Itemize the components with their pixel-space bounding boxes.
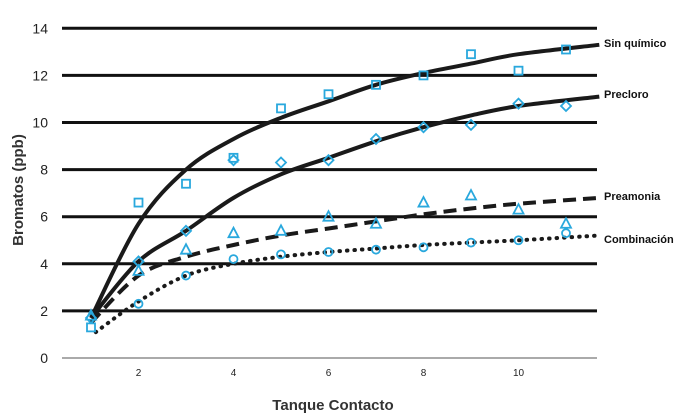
data-point-sin-quimico [513,65,524,76]
data-point-sin-quimico [466,49,476,60]
series-label-combinacion: Combinación [604,234,674,246]
y-tick-label: 6 [40,209,48,225]
y-tick-label: 14 [32,20,48,36]
data-point-precloro [322,153,335,167]
x-tick-label: 10 [513,368,525,379]
data-point-preamonia [417,195,430,208]
data-point-sin-quimico [276,103,286,114]
y-tick-label: 10 [32,115,48,131]
series-label-precloro: Precloro [604,89,649,101]
data-point-precloro [559,99,573,113]
x-tick-label: 6 [326,368,332,379]
data-point-precloro [179,224,193,238]
data-point-combinacion [466,237,476,248]
fit-curve-combinacion [93,233,602,335]
data-point-sin-quimico [561,44,571,55]
data-point-preamonia [464,188,478,201]
fit-curve-sin-quimico [89,42,600,319]
data-point-preamonia [369,216,383,229]
series-label-sin-quimico: Sin químico [604,38,667,50]
x-tick-label: 4 [231,368,237,379]
series-label-preamonia: Preamonia [604,191,661,203]
data-point-combinacion [228,254,239,264]
data-point-sin-quimico [133,197,144,208]
data-point-sin-quimico [418,70,429,81]
y-axis-title: Bromatos (ppb) [10,134,27,246]
y-tick-label: 0 [40,350,48,366]
data-point-precloro [369,132,383,146]
data-points [84,44,573,333]
fit-curves [89,42,602,335]
fit-curve-precloro [89,94,600,320]
x-tick-label: 8 [421,368,427,379]
gridlines [62,26,597,359]
data-point-combinacion [371,244,381,255]
data-point-preamonia [559,216,573,229]
data-point-precloro [274,156,288,169]
data-point-combinacion [561,228,571,239]
tick-labels: 0 2 4 6 8 10 12 14 2 4 6 8 10 [32,20,524,379]
data-point-preamonia [274,223,288,236]
fit-curve-preamonia [89,195,600,325]
y-tick-label: 4 [40,256,48,272]
y-tick-label: 8 [40,162,48,178]
data-point-sin-quimico [181,178,191,189]
data-point-precloro [464,118,478,132]
data-point-precloro [227,153,240,167]
data-point-preamonia [227,225,240,239]
data-point-preamonia [322,209,335,222]
data-point-preamonia [84,308,98,321]
data-point-combinacion [513,235,524,246]
y-tick-label: 2 [40,303,48,319]
y-tick-label: 12 [32,67,48,83]
data-point-combinacion [133,298,144,309]
x-tick-label: 2 [136,368,142,379]
data-point-preamonia [132,263,145,276]
data-point-sin-quimico [323,89,334,100]
data-point-precloro [417,120,430,134]
data-point-precloro [512,97,525,110]
x-axis-title: Tanque Contacto [272,397,393,413]
data-point-sin-quimico [371,79,381,90]
data-point-combinacion [181,270,191,281]
series-labels: Sin químico Precloro Preamonia Combinación [604,38,674,246]
data-point-preamonia [179,242,193,255]
data-point-combinacion [418,242,429,253]
data-point-sin-quimico [228,152,239,163]
data-point-combinacion [323,247,334,257]
data-point-sin-quimico [86,322,96,333]
data-point-preamonia [512,202,525,215]
data-point-combinacion [276,249,286,260]
